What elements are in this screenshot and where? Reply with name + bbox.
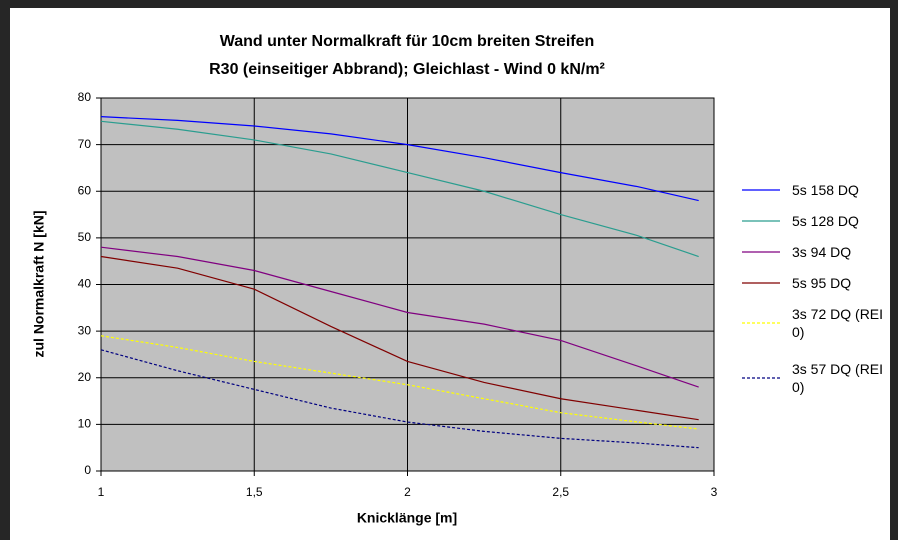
- x-tick-label: 1: [98, 485, 105, 499]
- x-axis-label: Knicklänge [m]: [357, 510, 457, 526]
- series-line: [100, 246, 699, 388]
- series-line: [100, 349, 699, 449]
- legend-label: 3s 72 DQ (REI 0): [792, 306, 884, 340]
- y-tick-label: 60: [78, 183, 92, 197]
- y-tick-label: 0: [84, 463, 91, 477]
- legend-label: 3s 94 DQ: [792, 244, 852, 260]
- y-tick-label: 40: [78, 277, 92, 291]
- chart-title: Wand unter Normalkraft für 10cm breiten …: [220, 33, 595, 50]
- y-tick-label: 50: [78, 230, 92, 244]
- x-tick-label: 3: [711, 485, 718, 499]
- y-tick-label: 80: [78, 90, 92, 104]
- series-line: [100, 120, 699, 258]
- plot-border: [100, 97, 715, 472]
- legend-label: 5s 95 DQ: [792, 275, 852, 291]
- y-axis-label: zul Normalkraft N [kN]: [31, 210, 47, 357]
- legend-label: 5s 128 DQ: [792, 213, 859, 229]
- x-tick-label: 2,5: [552, 485, 569, 499]
- legend-label: 5s 158 DQ: [792, 182, 859, 198]
- chart-subtitle: R30 (einseitiger Abbrand); Gleichlast - …: [209, 61, 605, 78]
- y-tick-label: 70: [78, 137, 92, 151]
- legend-label: 3s 57 DQ (REI 0): [792, 361, 884, 395]
- series-line: [100, 116, 699, 202]
- series-line: [100, 255, 699, 421]
- series-line: [100, 335, 699, 430]
- x-tick-label: 1,5: [246, 485, 263, 499]
- x-tick-label: 2: [404, 485, 411, 499]
- y-tick-label: 20: [78, 370, 92, 384]
- y-tick-label: 30: [78, 323, 92, 337]
- y-tick-label: 10: [78, 417, 92, 431]
